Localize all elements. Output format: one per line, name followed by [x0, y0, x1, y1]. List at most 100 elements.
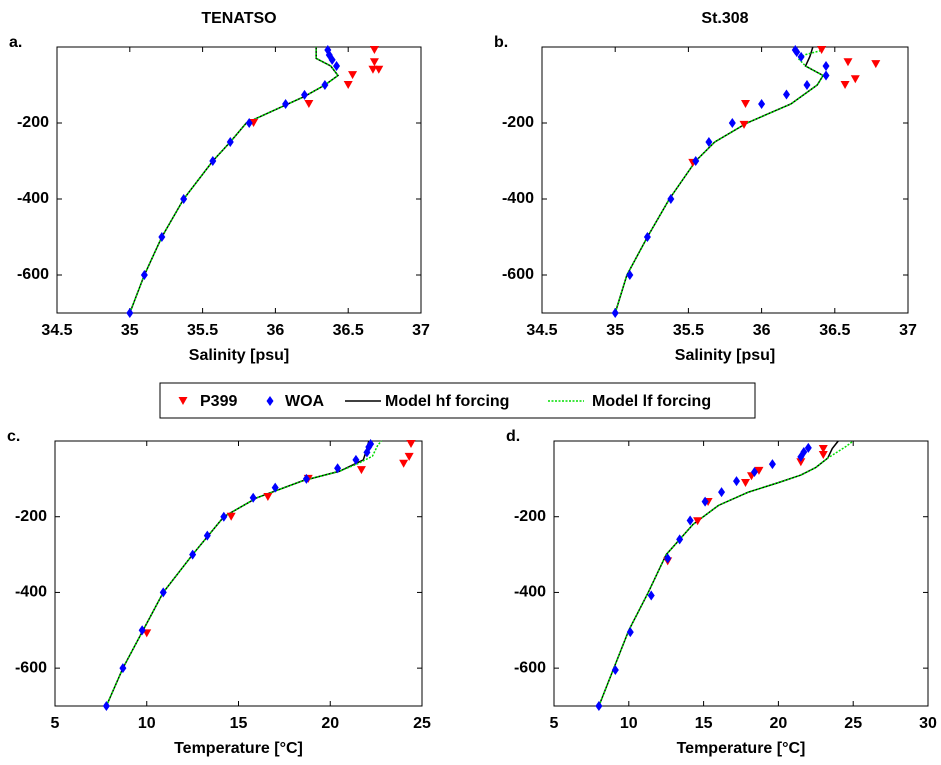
diamond-marker: [119, 663, 127, 674]
x-tick-label: 36.5: [819, 322, 850, 339]
x-tick-label: 34.5: [526, 322, 557, 339]
triangle-marker: [739, 120, 749, 129]
x-tick-label: 35.5: [187, 322, 218, 339]
triangle-marker: [406, 440, 416, 449]
triangle-marker: [178, 397, 188, 405]
y-tick-label: -600: [17, 266, 49, 283]
diamond-marker: [249, 492, 257, 503]
model-line: [614, 47, 825, 314]
plot-frame: [54, 440, 423, 707]
diamond-marker: [203, 530, 211, 541]
diamond-marker: [611, 308, 619, 318]
x-tick-label: 34.5: [41, 322, 72, 339]
triangle-marker: [817, 46, 827, 55]
diamond-marker: [611, 665, 619, 676]
legend-label: Model lf forcing: [592, 393, 711, 410]
diamond-marker: [158, 232, 166, 242]
triangle-marker: [693, 517, 703, 526]
diamond-marker: [209, 156, 217, 166]
diamond-marker: [367, 439, 375, 450]
diamond-marker: [226, 137, 234, 147]
diamond-marker: [271, 482, 279, 493]
diamond-marker: [692, 156, 700, 166]
diamond-marker: [301, 89, 309, 100]
diamond-marker: [626, 627, 634, 638]
x-tick-label: 35: [121, 322, 139, 339]
model-line: [614, 46, 825, 314]
triangle-marker: [740, 479, 750, 488]
diamond-marker: [626, 270, 634, 280]
model-line: [129, 47, 340, 314]
x-tick-label: 15: [695, 715, 713, 732]
plot-frame: [541, 46, 909, 314]
diamond-marker: [126, 308, 134, 318]
x-tick-label: 5: [550, 715, 559, 732]
y-tick-label: -600: [15, 659, 47, 676]
diamond-marker: [686, 515, 694, 526]
diamond-marker: [282, 99, 290, 109]
diamond-marker: [324, 45, 332, 56]
legend-label: WOA: [285, 393, 325, 410]
x-tick-label: 36: [267, 322, 285, 339]
diamond-marker: [728, 118, 736, 128]
triangle-marker: [356, 466, 366, 475]
x-axis-label: Salinity [psu]: [675, 347, 775, 364]
x-tick-label: 25: [413, 715, 431, 732]
triangle-marker: [840, 81, 850, 89]
diamond-marker: [803, 80, 811, 90]
y-tick-label: -600: [514, 659, 546, 676]
diamond-marker: [733, 476, 741, 487]
triangle-marker: [369, 58, 379, 67]
model-line: [105, 440, 383, 707]
x-tick-label: 20: [770, 715, 788, 732]
diamond-marker: [676, 534, 684, 545]
y-tick-label: -400: [17, 190, 49, 207]
triangle-marker: [818, 451, 828, 460]
diamond-marker: [804, 442, 812, 453]
triangle-marker: [740, 100, 750, 108]
triangle-marker: [754, 466, 764, 475]
plot-frame: [553, 440, 929, 707]
x-axis-label: Salinity [psu]: [189, 347, 289, 364]
diamond-marker: [180, 194, 188, 204]
x-tick-label: 15: [230, 715, 248, 732]
triangle-marker: [226, 512, 236, 521]
triangle-marker: [348, 71, 358, 80]
triangle-marker: [843, 58, 853, 67]
x-tick-label: 10: [620, 715, 638, 732]
x-tick-label: 25: [844, 715, 862, 732]
panel-title: St.308: [701, 10, 748, 27]
diamond-marker: [768, 459, 776, 470]
diamond-marker: [791, 45, 799, 56]
diamond-marker: [664, 553, 672, 564]
x-tick-label: 30: [919, 715, 937, 732]
x-tick-label: 10: [138, 715, 156, 732]
x-tick-label: 36: [753, 322, 771, 339]
diamond-marker: [266, 396, 274, 406]
triangle-marker: [796, 458, 806, 467]
triangle-marker: [399, 459, 409, 468]
panel-letter: c.: [7, 428, 20, 445]
diamond-marker: [302, 473, 310, 484]
diamond-marker: [159, 587, 167, 598]
model-line: [105, 440, 370, 707]
y-tick-label: -200: [502, 114, 534, 131]
diamond-marker: [321, 80, 329, 90]
triangle-marker: [818, 444, 828, 453]
diamond-marker: [220, 511, 228, 522]
x-tick-label: 37: [899, 322, 917, 339]
y-tick-label: -200: [17, 114, 49, 131]
diamond-marker: [782, 89, 790, 100]
diamond-marker: [797, 51, 805, 62]
diamond-marker: [800, 446, 808, 457]
diamond-marker: [701, 496, 709, 507]
x-tick-label: 37: [412, 322, 430, 339]
diamond-marker: [334, 463, 342, 474]
x-tick-label: 5: [51, 715, 60, 732]
diamond-marker: [822, 61, 830, 71]
triangle-marker: [343, 81, 353, 89]
model-line: [598, 440, 854, 707]
plot-frame: [56, 46, 422, 314]
legend-box: [159, 382, 756, 419]
